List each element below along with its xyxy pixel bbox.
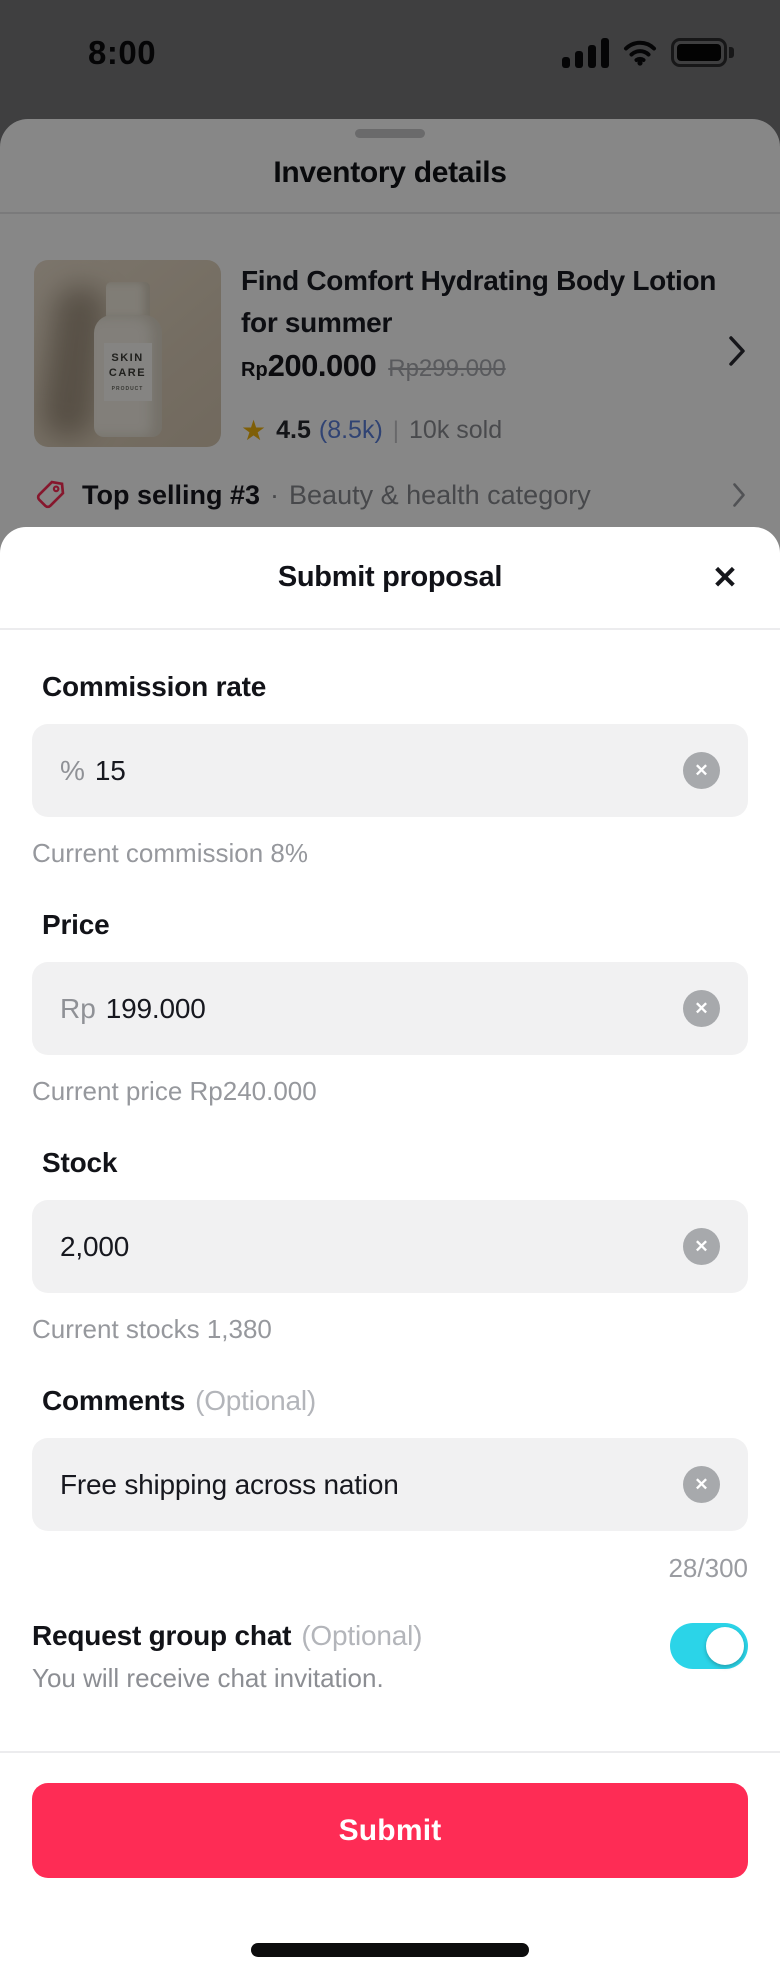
top-selling-row[interactable]: Top selling #3 · Beauty & health categor… [34,479,746,511]
bottle-cap [105,282,150,318]
comments-label: Comments (Optional) [42,1384,748,1418]
toggle-knob [706,1627,744,1665]
price-helper-text: Current price Rp240.000 [32,1076,317,1106]
sheet-grabber-handle[interactable] [355,129,425,138]
original-price: Rp299.000 [388,355,506,382]
optional-tag: (Optional) [195,1385,317,1416]
submit-button-label: Submit [338,1813,442,1847]
sold-count: 10k sold [409,416,503,444]
bottle-label-text: CARE [108,367,147,379]
bottle-label-subtext: PRODUCT [111,386,144,392]
product-row[interactable]: SKIN CARE PRODUCT Find Comfort Hydrating… [34,260,746,447]
clear-x-glyph: ✕ [694,1237,709,1256]
chevron-right-icon [732,482,746,508]
field-label-text: Price [42,909,110,940]
clear-icon[interactable]: ✕ [683,1228,720,1265]
stock-label: Stock [42,1146,748,1180]
product-image: SKIN CARE PRODUCT [34,260,221,447]
commission-rate-input[interactable]: % 15 ✕ [32,724,748,817]
stock-value: 2,000 [60,1230,130,1262]
rating-row: ★ 4.5 (8.5k) | 10k sold [241,416,728,445]
clear-x-glyph: ✕ [694,1475,709,1494]
wifi-icon [623,40,657,66]
price-currency: Rp [241,359,268,381]
divider [0,212,780,214]
stock-input[interactable]: 2,000 ✕ [32,1200,748,1293]
stock-helper-text: Current stocks 1,380 [32,1314,272,1344]
star-icon: ★ [241,414,267,446]
group-chat-description: You will receive chat invitation. [32,1663,384,1693]
field-label-text: Comments [42,1385,186,1416]
clear-icon[interactable]: ✕ [683,990,720,1027]
currency-prefix: Rp [60,992,96,1024]
clear-x-glyph: ✕ [694,999,709,1018]
divider [0,1751,780,1753]
product-info: Find Comfort Hydrating Body Lotion for s… [241,260,728,447]
home-indicator[interactable] [251,1943,529,1957]
submit-proposal-modal: Submit proposal ✕ Commission rate % 15 ✕… [0,527,780,1970]
bottle-label: SKIN CARE PRODUCT [103,343,152,401]
commission-helper-text: Current commission 8% [32,838,308,868]
price-value-input: 199.000 [105,992,206,1024]
character-counter: 28/300 [668,1553,748,1583]
commission-rate-value: 15 [94,754,126,786]
status-icons [562,37,734,68]
group-chat-row: Request group chat (Optional) You will r… [32,1619,748,1694]
modal-header: Submit proposal ✕ [0,527,780,628]
field-label-text: Stock [42,1147,118,1178]
sheet-header: Inventory details [0,119,780,212]
price-tag-icon [34,479,66,511]
group-chat-label-text: Request group chat [32,1620,292,1651]
top-selling-label: Top selling #3 [82,479,261,510]
sheet-title: Inventory details [273,155,507,189]
percent-prefix: % [60,754,85,786]
group-chat-text: Request group chat (Optional) You will r… [32,1619,422,1694]
separator: · [270,479,280,510]
rating-value: 4.5 [276,416,311,444]
cellular-signal-icon [562,37,609,68]
battery-icon [671,38,734,67]
status-time: 8:00 [88,33,157,71]
group-chat-toggle[interactable] [670,1623,748,1669]
price-label: Price [42,908,748,942]
bottle-body: SKIN CARE PRODUCT [93,315,162,437]
comments-value: Free shipping across nation [60,1468,399,1500]
group-chat-label: Request group chat (Optional) [32,1619,422,1653]
price-row: Rp 200.000 Rp299.000 [241,348,728,392]
optional-tag: (Optional) [301,1620,423,1651]
chevron-right-icon[interactable] [728,335,746,372]
commission-rate-label: Commission rate [42,670,748,704]
price-input[interactable]: Rp 199.000 ✕ [32,962,748,1055]
comments-input[interactable]: Free shipping across nation ✕ [32,1438,748,1531]
clear-icon[interactable]: ✕ [683,752,720,789]
product-title: Find Comfort Hydrating Body Lotion for s… [241,265,717,338]
clear-icon[interactable]: ✕ [683,1466,720,1503]
modal-body: Commission rate % 15 ✕ Current commissio… [0,630,780,1970]
clear-x-glyph: ✕ [694,761,709,780]
field-label-text: Commission rate [42,671,267,702]
separator: | [392,416,400,444]
product-card: SKIN CARE PRODUCT Find Comfort Hydrating… [0,214,780,511]
rating-count-link[interactable]: (8.5k) [318,416,383,444]
top-selling-category: Beauty & health category [289,479,591,510]
spacer [32,1694,748,1751]
price-value: 200.000 [267,348,377,383]
status-bar: 8:00 [0,0,780,119]
bottle-label-text: SKIN [111,352,144,364]
divider [0,628,780,630]
close-icon[interactable]: ✕ [712,559,738,595]
submit-button[interactable]: Submit [32,1783,748,1878]
modal-title: Submit proposal [277,561,503,593]
